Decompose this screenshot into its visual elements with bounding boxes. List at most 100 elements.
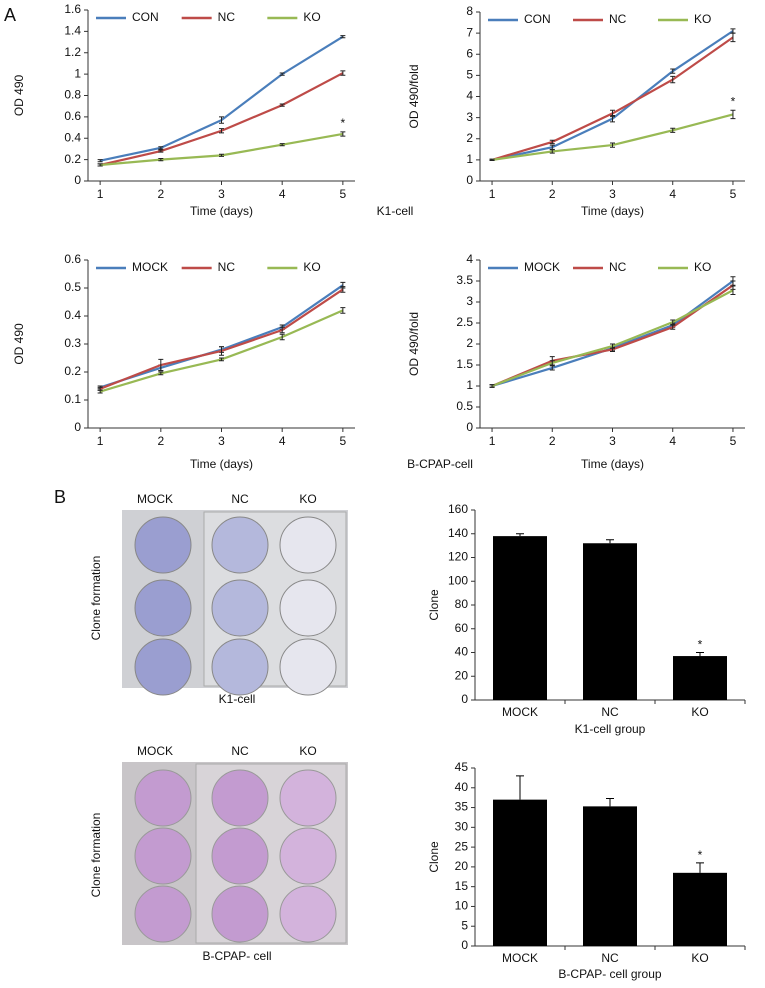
series-line <box>99 35 344 162</box>
legend-label: NC <box>218 10 236 24</box>
error-bar <box>516 775 524 800</box>
error-bar <box>340 35 346 39</box>
x-tick-label: NC <box>601 951 619 965</box>
legend-label: NC <box>609 260 627 274</box>
bar <box>673 872 727 946</box>
x-axis-label: K1-cell group <box>575 722 646 736</box>
legend-label: MOCK <box>132 260 168 274</box>
error-bar <box>730 285 736 295</box>
y-axis-label: OD 490/fold <box>407 312 421 376</box>
error-bar <box>730 32 736 43</box>
x-tick-label: 1 <box>489 187 496 201</box>
error-bar <box>610 343 615 349</box>
error-bar <box>158 149 164 153</box>
y-axis-label: OD 490 <box>12 74 26 116</box>
legend-label: NC <box>609 12 627 26</box>
bar <box>583 806 637 946</box>
y-tick-label: 1.2 <box>64 45 81 59</box>
y-tick-label: 0 <box>466 173 473 187</box>
y-tick-label: 5 <box>461 918 468 932</box>
x-tick-label: 4 <box>669 187 676 201</box>
error-bar <box>219 116 224 124</box>
y-tick-label: 100 <box>448 573 468 587</box>
y-tick-label: 2.5 <box>456 315 473 329</box>
y-tick-label: 80 <box>455 597 469 611</box>
error-bar <box>696 862 704 873</box>
x-tick-label: MOCK <box>502 951 538 965</box>
bar <box>583 543 637 700</box>
y-tick-label: 4 <box>466 252 473 266</box>
y-axis-label: OD 490 <box>12 323 26 365</box>
legend-label: KO <box>694 12 711 26</box>
x-tick-label: 5 <box>340 434 347 448</box>
y-tick-label: 8 <box>466 4 473 18</box>
plate-photo <box>122 762 348 945</box>
error-bar <box>340 307 346 314</box>
y-tick-label: 1 <box>466 378 473 392</box>
error-bar <box>279 72 285 76</box>
y-tick-label: 0 <box>461 938 468 952</box>
y-tick-label: 0.6 <box>64 109 81 123</box>
y-tick-label: 140 <box>448 526 468 540</box>
x-tick-label: 1 <box>97 187 104 201</box>
error-bar <box>219 346 224 356</box>
legend-label: NC <box>218 260 236 274</box>
y-tick-label: 40 <box>455 645 469 659</box>
error-bar <box>549 139 555 145</box>
y-axis-label: Clone <box>427 841 441 873</box>
x-tick-label: 3 <box>609 434 616 448</box>
y-tick-label: 0.5 <box>64 280 81 294</box>
annotation: * <box>341 116 346 130</box>
error-bar <box>610 142 615 148</box>
panel-label: A <box>4 5 16 25</box>
error-bar <box>340 131 346 137</box>
x-tick-label: 4 <box>669 434 676 448</box>
error-bar <box>549 360 555 366</box>
y-tick-label: 0.4 <box>64 130 81 144</box>
photo-column-label: MOCK <box>137 492 173 506</box>
error-bar <box>158 371 164 376</box>
x-tick-label: 2 <box>157 434 164 448</box>
error-bar <box>219 357 224 362</box>
y-tick-label: 0.5 <box>456 399 473 413</box>
bar <box>493 799 547 946</box>
error-bar <box>730 109 736 120</box>
x-tick-label: 2 <box>549 187 556 201</box>
series-line <box>99 288 344 390</box>
y-tick-label: 1 <box>466 152 473 166</box>
legend-label: CON <box>132 10 159 24</box>
y-tick-label: 25 <box>455 839 469 853</box>
y-tick-label: 0.3 <box>64 336 81 350</box>
plate-photo <box>122 510 348 696</box>
y-tick-label: 0.2 <box>64 152 81 166</box>
y-tick-label: 7 <box>466 25 473 39</box>
x-tick-label: 5 <box>730 187 737 201</box>
x-tick-label: 5 <box>340 187 347 201</box>
error-bar <box>696 652 704 657</box>
error-bar <box>279 103 285 107</box>
y-tick-label: 0 <box>74 420 81 434</box>
y-tick-label: 1.5 <box>456 357 473 371</box>
error-bar <box>549 149 555 154</box>
error-bar <box>97 163 103 167</box>
y-tick-label: 0.1 <box>64 392 81 406</box>
y-tick-label: 10 <box>455 899 469 913</box>
error-bar <box>670 324 676 330</box>
y-tick-label: 0 <box>466 420 473 434</box>
photo-side-label: Clone formation <box>89 556 103 641</box>
y-tick-label: 3 <box>466 110 473 124</box>
x-tick-label: 3 <box>609 187 616 201</box>
error-bar <box>279 143 285 147</box>
photo-column-label: MOCK <box>137 744 173 758</box>
legend-label: KO <box>303 260 320 274</box>
error-bar <box>670 68 676 74</box>
x-tick-label: 2 <box>157 187 164 201</box>
error-bar <box>279 333 285 341</box>
x-tick-label: 5 <box>730 434 737 448</box>
error-bar <box>516 533 524 537</box>
error-bar <box>606 797 614 807</box>
x-axis-label: Time (days) <box>190 457 253 471</box>
x-tick-label: MOCK <box>502 705 538 719</box>
series-line <box>491 284 734 388</box>
